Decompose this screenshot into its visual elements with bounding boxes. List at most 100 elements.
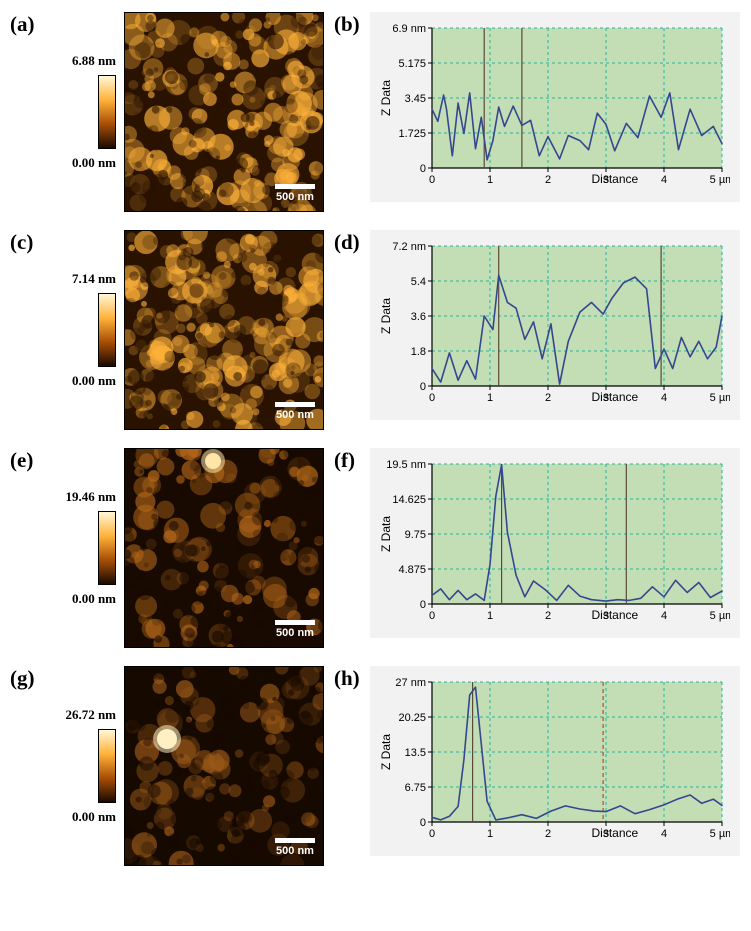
colorbar-max: 26.72 nm	[65, 707, 116, 723]
svg-text:Z Data: Z Data	[379, 516, 393, 552]
svg-text:5 µm: 5 µm	[710, 392, 730, 404]
svg-text:2: 2	[545, 174, 551, 186]
svg-text:0: 0	[429, 174, 435, 186]
scale-bar-line	[275, 402, 315, 407]
colorbar: 19.46 nm 0.00 nm	[46, 448, 116, 648]
afm-panel: 19.46 nm 0.00 nm 500 nm	[46, 448, 324, 648]
scale-bar: 500 nm	[275, 620, 315, 639]
profile-chart: 012345 µm06.7513.520.2527 nmDistanceZ Da…	[376, 674, 730, 850]
scale-bar: 500 nm	[275, 184, 315, 203]
colorbar-gradient	[98, 293, 116, 367]
svg-text:0: 0	[420, 381, 426, 393]
chart-panel: 012345 µm01.83.65.47.2 nmDistanceZ Data	[370, 230, 740, 420]
chart-panel: 012345 µm06.7513.520.2527 nmDistanceZ Da…	[370, 666, 740, 856]
profile-chart: 012345 µm04.8759.7514.62519.5 nmDistance…	[376, 456, 730, 632]
colorbar-gradient	[98, 75, 116, 149]
svg-text:5 µm: 5 µm	[710, 174, 730, 186]
afm-panel: 26.72 nm 0.00 nm 500 nm	[46, 666, 324, 866]
colorbar-gradient	[98, 511, 116, 585]
scale-bar-line	[275, 838, 315, 843]
afm-image: 500 nm	[124, 448, 324, 648]
svg-text:5.175: 5.175	[398, 58, 426, 70]
svg-text:3.45: 3.45	[405, 93, 426, 105]
svg-text:13.5: 13.5	[405, 747, 426, 759]
afm-panel: 6.88 nm 0.00 nm 500 nm	[46, 12, 324, 212]
colorbar-max: 19.46 nm	[65, 489, 116, 505]
svg-text:6.75: 6.75	[405, 782, 426, 794]
svg-text:27 nm: 27 nm	[395, 677, 426, 689]
svg-text:5.4: 5.4	[411, 276, 426, 288]
afm-panel: 7.14 nm0.00 nm500 nm	[46, 230, 324, 430]
panel-letter: (g)	[10, 666, 36, 691]
svg-text:4: 4	[661, 174, 667, 186]
svg-text:0: 0	[420, 599, 426, 611]
svg-text:0: 0	[429, 610, 435, 622]
afm-image-fill	[125, 667, 323, 865]
svg-text:0: 0	[420, 163, 426, 175]
figure-row: (g)26.72 nm0.00 nm500 nm(h)012345 µm06.7…	[10, 666, 741, 866]
profile-chart: 012345 µm01.7253.455.1756.9 nmDistanceZ …	[376, 20, 730, 196]
svg-text:0: 0	[429, 392, 435, 404]
afm-texture	[125, 449, 324, 648]
figure-row: (c)7.14 nm0.00 nm500 nm(d)012345 µm01.83…	[10, 230, 741, 430]
colorbar-max: 6.88 nm	[72, 53, 116, 69]
svg-text:Z Data: Z Data	[379, 80, 393, 116]
scale-bar-label: 500 nm	[276, 845, 314, 857]
svg-text:0: 0	[429, 828, 435, 840]
svg-text:Z Data: Z Data	[379, 734, 393, 770]
svg-text:1: 1	[487, 828, 493, 840]
scale-bar-line	[275, 620, 315, 625]
panel-letter: (h)	[334, 666, 360, 691]
scale-bar-label: 500 nm	[276, 191, 314, 203]
afm-image-fill	[125, 449, 323, 647]
svg-text:4.875: 4.875	[398, 564, 426, 576]
colorbar-min: 0.00 nm	[72, 155, 116, 171]
scale-bar-label: 500 nm	[276, 627, 314, 639]
panel-letter: (b)	[334, 12, 360, 37]
chart-panel: 012345 µm04.8759.7514.62519.5 nmDistance…	[370, 448, 740, 638]
colorbar-min: 0.00 nm	[72, 373, 116, 389]
svg-text:Distance: Distance	[592, 826, 639, 840]
afm-image: 500 nm	[124, 666, 324, 866]
panel-letter: (d)	[334, 230, 360, 255]
chart-panel: 012345 µm01.7253.455.1756.9 nmDistanceZ …	[370, 12, 740, 202]
svg-text:1.725: 1.725	[398, 128, 426, 140]
figure-row: (e)19.46 nm0.00 nm500 nm(f)012345 µm04.8…	[10, 448, 741, 648]
scale-bar: 500 nm	[275, 402, 315, 421]
colorbar: 6.88 nm 0.00 nm	[46, 12, 116, 212]
scale-bar-label: 500 nm	[276, 409, 314, 421]
svg-text:1: 1	[487, 174, 493, 186]
svg-text:14.625: 14.625	[392, 494, 426, 506]
svg-text:4: 4	[661, 828, 667, 840]
afm-image-fill	[125, 231, 323, 429]
svg-text:2: 2	[545, 828, 551, 840]
colorbar-gradient	[98, 729, 116, 803]
colorbar-min: 0.00 nm	[72, 591, 116, 607]
afm-texture	[125, 231, 324, 430]
svg-text:1: 1	[487, 392, 493, 404]
panel-letter: (e)	[10, 448, 36, 473]
svg-text:5 µm: 5 µm	[710, 610, 730, 622]
svg-text:4: 4	[661, 392, 667, 404]
afm-image: 500 nm	[124, 230, 324, 430]
svg-text:5 µm: 5 µm	[710, 828, 730, 840]
colorbar-min: 0.00 nm	[72, 809, 116, 825]
svg-text:1.8: 1.8	[411, 346, 426, 358]
svg-text:2: 2	[545, 610, 551, 622]
scale-bar-line	[275, 184, 315, 189]
svg-text:19.5 nm: 19.5 nm	[386, 459, 426, 471]
afm-texture	[125, 13, 324, 212]
afm-image-fill	[125, 13, 323, 211]
svg-text:Distance: Distance	[592, 172, 639, 186]
panel-letter: (a)	[10, 12, 36, 37]
scale-bar: 500 nm	[275, 838, 315, 857]
svg-text:3.6: 3.6	[411, 311, 426, 323]
svg-text:Distance: Distance	[592, 608, 639, 622]
profile-chart: 012345 µm01.83.65.47.2 nmDistanceZ Data	[376, 238, 730, 414]
colorbar: 26.72 nm 0.00 nm	[46, 666, 116, 866]
panel-letter: (f)	[334, 448, 360, 473]
svg-text:0: 0	[420, 817, 426, 829]
svg-text:7.2 nm: 7.2 nm	[392, 241, 426, 253]
svg-text:6.9 nm: 6.9 nm	[392, 23, 426, 35]
svg-text:4: 4	[661, 610, 667, 622]
